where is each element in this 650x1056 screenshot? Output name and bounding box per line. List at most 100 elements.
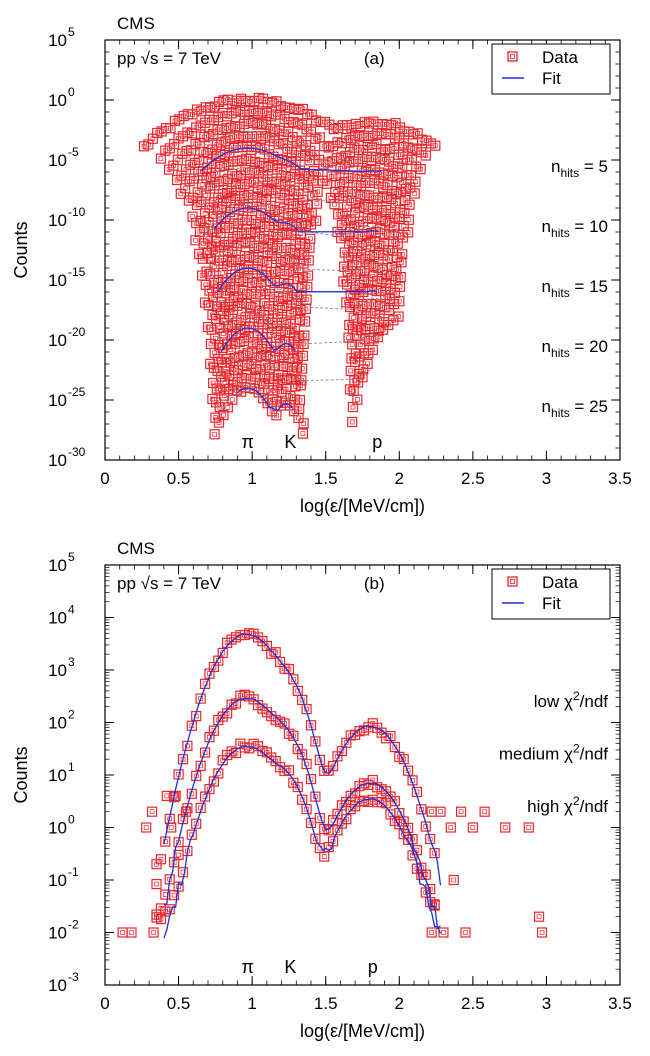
data-point [420,150,431,161]
data-point [392,238,403,249]
data-marks [117,628,548,938]
data-point [283,765,295,776]
data-point-inner [470,825,476,830]
data-point-inner [304,213,309,219]
data-point-inner [305,185,311,190]
data-point-inner [300,274,306,280]
x-tick-label: 0 [100,469,109,488]
x-tick-label: 3 [542,994,551,1013]
data-point [209,429,220,440]
data-point-inner [218,388,223,393]
data-point [293,412,304,424]
data-point [430,140,441,151]
data-point-inner [266,224,272,230]
data-point-inner [224,356,229,362]
y-tick-exponent: 3 [68,655,75,669]
x-tick-label: 1 [247,994,256,1013]
data-point-inner [273,649,279,655]
data-point-inner [203,282,209,288]
data-point-inner [176,852,181,858]
data-point [352,394,363,405]
plot-frame [104,39,621,461]
data-point-inner [143,825,149,830]
data-point-inner [215,368,220,374]
panel-label: (b) [364,574,385,593]
data-point-inner [168,825,174,830]
data-point-inner [397,284,403,290]
data-point-inner [295,276,301,282]
data-point-inner [229,397,235,403]
data-point-inner [296,252,302,258]
data-point-inner [292,397,298,402]
data-point-inner [162,892,168,897]
fit-curve-dashed [217,346,371,382]
legend: Data Fit [491,568,611,620]
data-point-inner [398,189,404,195]
data-point-inner [400,235,406,240]
y-tick-exponent: 2 [68,708,75,722]
data-point [297,363,308,374]
data-point-inner [429,930,435,935]
data-point [214,401,225,413]
data-point [425,833,436,845]
data-point-inner [391,224,397,230]
y-tick-exponent: -25 [68,385,86,399]
y-tick-exponent: 5 [68,550,75,564]
legend-data-label: Data [542,48,578,67]
data-point [288,730,299,741]
experiment-label: CMS [117,539,155,558]
data-point-inner [293,383,298,389]
data-point-inner [129,930,134,935]
y-tick-exponent: 0 [68,85,75,99]
data-point [479,806,490,817]
data-point [435,806,446,817]
legend-fit-label: Fit [542,69,561,88]
data-point [182,803,193,814]
annotation-label: nhits = 10 [542,217,608,240]
data-point-inner [351,388,357,394]
data-point-inner [324,181,330,187]
data-point-inner [413,179,418,185]
data-point-inner [343,740,349,746]
y-tick-exponent: -2 [68,918,79,932]
data-point-inner [438,809,443,815]
y-tick-label: 10 [48,661,67,680]
data-point-inner [286,768,292,773]
data-point [186,720,197,731]
x-axis-label: log(ε/[MeV/cm]) [300,1021,425,1041]
fit-curve-dashed [212,274,391,311]
data-point-inner [151,930,156,935]
data-point-inner [399,259,404,265]
data-point-inner [264,643,270,649]
data-point-inner [211,365,217,371]
data-point-inner [304,203,310,208]
data-point-inner [370,777,376,783]
data-point-inner [536,914,542,920]
data-point-inner [298,382,304,388]
data-point-inner [196,157,202,162]
x-tick-label: 2 [395,469,404,488]
data-point-inner [398,274,404,280]
y-tick-label: 10 [48,924,67,943]
experiment-label: CMS [117,14,155,33]
data-point-inner [396,314,401,319]
y-axis-label: Counts [11,221,31,278]
data-point-inner [290,356,295,362]
data-point-inner [423,153,429,158]
data-point [383,304,395,316]
data-point [319,851,330,862]
data-point-inner [429,809,435,815]
data-point [305,720,317,731]
legend-data-label: Data [542,573,578,592]
y-tick-label: 10 [48,609,67,628]
particle-label-pion: π [242,432,254,452]
fit-curve-dashed [222,382,300,418]
data-point [429,848,440,859]
data-point [166,822,177,833]
data-point-inner [149,809,155,815]
data-point-inner [296,333,302,339]
data-point [445,822,456,833]
data-point [389,741,400,753]
data-point-inner [297,317,303,323]
